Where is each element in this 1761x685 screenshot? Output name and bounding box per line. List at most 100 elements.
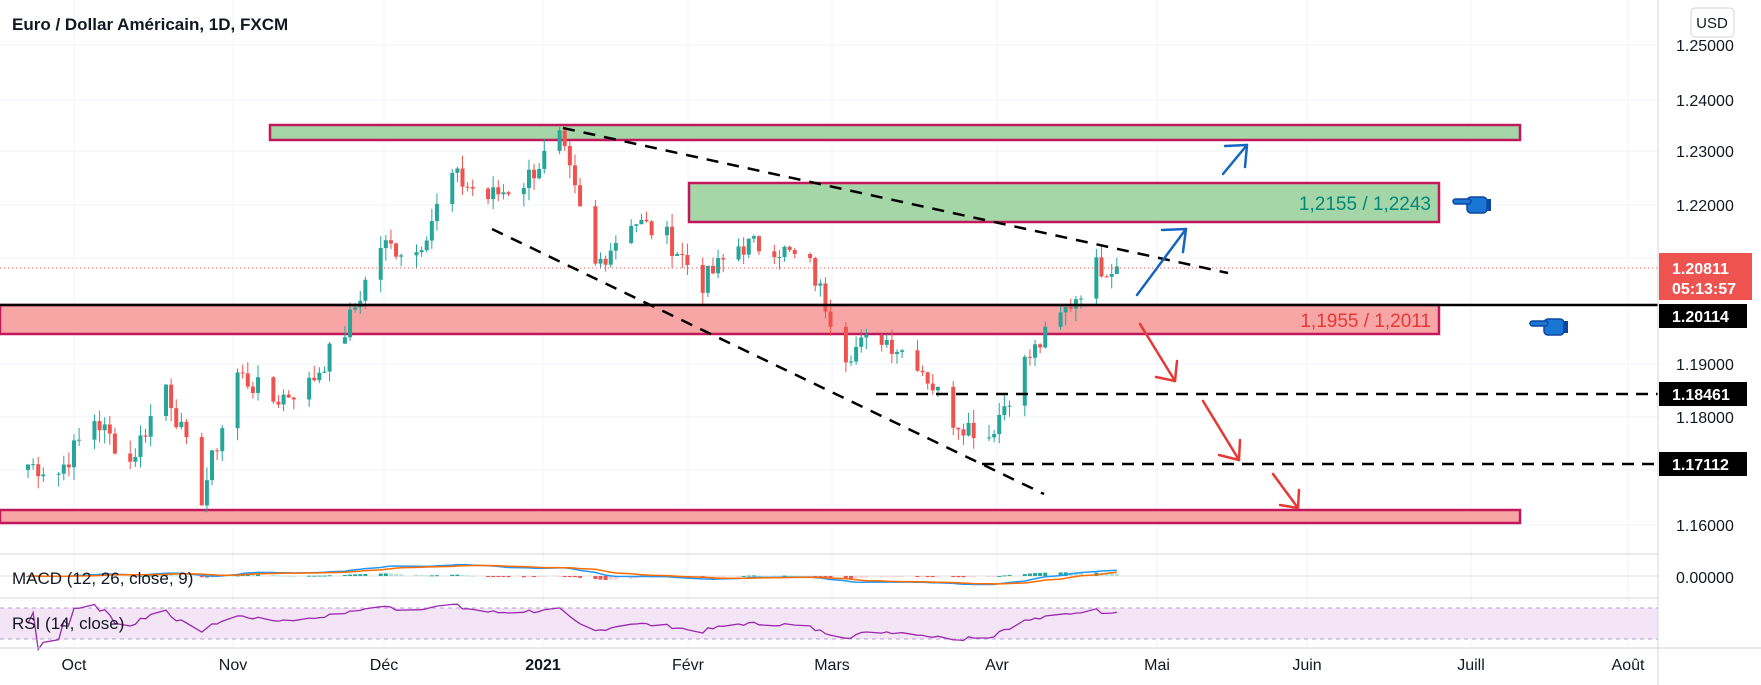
- candle-body: [1109, 273, 1114, 277]
- candle-body: [179, 421, 184, 428]
- candle-body: [460, 168, 465, 187]
- macd-histogram-bar: [450, 574, 455, 576]
- candle-body: [322, 371, 327, 373]
- macd-histogram-bar: [470, 575, 475, 577]
- candle-body: [61, 464, 66, 474]
- macd-histogram-bar: [992, 576, 997, 577]
- candle-body: [399, 255, 404, 257]
- support-zone-lower[interactable]: [0, 303, 1441, 336]
- candle-body: [138, 435, 143, 457]
- macd-histogram-bar: [598, 576, 603, 580]
- macd-zero-tick: 0.00000: [1676, 570, 1734, 587]
- candle-body: [434, 203, 439, 222]
- macd-histogram-bar: [506, 576, 511, 578]
- macd-histogram-bar: [1038, 572, 1043, 576]
- candle-body: [772, 251, 777, 258]
- arrow-red-down-2[interactable]: [1201, 399, 1242, 462]
- upper-zone-label: 1,2155 / 1,2243: [1299, 194, 1431, 215]
- macd-histogram-bar: [460, 574, 465, 576]
- support-zone-bottom[interactable]: [0, 508, 1522, 525]
- lower-zone-label: 1,1955 / 1,2011: [1300, 311, 1431, 332]
- macd-histogram-bar: [312, 575, 317, 577]
- macd-histogram-bar: [864, 576, 869, 578]
- macd-histogram-bar: [424, 575, 429, 577]
- candle-body: [966, 422, 971, 436]
- arrow-blue-up-2[interactable]: [1221, 143, 1249, 176]
- candle-body: [506, 192, 511, 195]
- candle-body: [204, 480, 209, 506]
- candle-body: [1002, 406, 1007, 415]
- candle-body: [348, 309, 353, 338]
- time-tick: Avr: [985, 657, 1009, 674]
- macd-histogram-bar: [327, 575, 332, 577]
- candle-body: [562, 130, 567, 147]
- candle-body: [915, 350, 920, 371]
- macd-histogram-bar: [920, 576, 925, 577]
- candle-body: [935, 386, 940, 391]
- rsi-line: [27, 603, 1117, 652]
- macd-histogram-bar: [276, 575, 281, 577]
- macd-histogram-bar: [307, 575, 312, 577]
- candle-body: [613, 242, 618, 251]
- macd-histogram-bar: [966, 576, 971, 577]
- candle-body: [961, 429, 966, 436]
- macd-histogram-bar: [465, 575, 470, 577]
- currency-button[interactable]: [1690, 7, 1735, 38]
- macd-histogram-bar: [286, 575, 291, 577]
- macd-histogram-bar: [746, 575, 751, 577]
- resistance-zone-upper[interactable]: [687, 181, 1441, 224]
- pointing-hand-icon: [1452, 196, 1491, 214]
- upper-trendline[interactable]: [562, 126, 1229, 275]
- candle-body: [1063, 307, 1068, 313]
- level-price-badge: 1.20114: [1659, 304, 1747, 328]
- candle-body: [92, 421, 97, 440]
- macd-histogram-bar: [741, 575, 746, 577]
- price-tick: 1.23000: [1676, 144, 1734, 161]
- candle-body: [36, 464, 41, 477]
- candle-body: [41, 474, 46, 477]
- arrow-red-down-3[interactable]: [1271, 472, 1301, 510]
- candle-body: [608, 250, 613, 265]
- macd-histogram-bar: [542, 576, 547, 577]
- candle-body: [920, 370, 925, 373]
- candle-body: [818, 283, 823, 286]
- candle-body: [102, 424, 107, 431]
- candle-body: [465, 186, 470, 188]
- candle-body: [593, 206, 598, 264]
- macd-histogram-bar: [317, 575, 322, 577]
- candle-body: [664, 226, 669, 236]
- macd-histogram-bar: [164, 574, 169, 576]
- macd-histogram-bar: [322, 575, 327, 577]
- candle-body: [782, 246, 787, 258]
- resistance-zone-top[interactable]: [268, 123, 1522, 142]
- candle-body: [1027, 356, 1032, 358]
- candle-body: [245, 373, 250, 387]
- candle-body: [169, 384, 174, 409]
- candle-body: [721, 258, 726, 260]
- macd-histogram-bar: [772, 575, 777, 577]
- candle-body: [884, 339, 889, 345]
- candle-body: [925, 372, 930, 384]
- candle-body: [895, 351, 900, 354]
- candle-body: [291, 397, 296, 400]
- candle-body: [700, 264, 705, 293]
- macd-histogram-bar: [562, 576, 567, 577]
- macd-histogram-bar: [808, 575, 813, 577]
- candle-body: [312, 377, 317, 381]
- macd-histogram-bar: [1114, 573, 1119, 576]
- candle-body: [143, 435, 148, 437]
- lower-trendline[interactable]: [491, 227, 1045, 496]
- macd-histogram-bar: [532, 576, 537, 578]
- arrow-blue-up-1[interactable]: [1135, 227, 1188, 297]
- macd-histogram-bar: [169, 574, 174, 576]
- time-tick: Déc: [370, 657, 398, 674]
- macd-histogram-bar: [25, 576, 30, 577]
- time-tick: Févr: [672, 657, 705, 674]
- candle-body: [327, 343, 332, 372]
- candle-body: [450, 172, 455, 204]
- arrow-red-down-1[interactable]: [1138, 322, 1179, 383]
- candle-body: [317, 372, 322, 381]
- candle-body: [496, 187, 501, 195]
- candle-body: [72, 440, 76, 468]
